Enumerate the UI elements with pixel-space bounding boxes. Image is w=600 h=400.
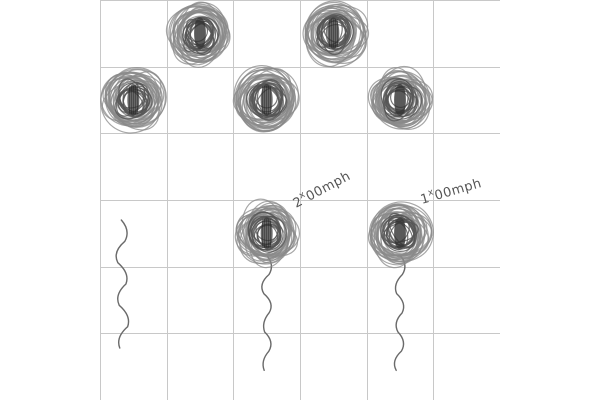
scribble-loop bbox=[107, 66, 166, 128]
scribble-loop bbox=[178, 11, 221, 59]
scribble-inner-loop bbox=[185, 18, 215, 50]
scribble-loop bbox=[180, 1, 222, 64]
speed-label-right: 1x00mph bbox=[418, 174, 483, 208]
loose-tail bbox=[115, 219, 130, 349]
scribble-loop bbox=[306, 4, 366, 64]
scribble-inner-loop bbox=[387, 215, 415, 249]
scribble-loop bbox=[104, 76, 163, 125]
scribble-loop bbox=[172, 11, 231, 57]
scribble-loop bbox=[234, 68, 295, 128]
pieces-layer bbox=[100, 0, 441, 274]
piece-tail bbox=[261, 254, 273, 372]
scribble-inner-loop bbox=[251, 80, 287, 116]
scribble-loop bbox=[304, 13, 367, 59]
scribble-inner-loop bbox=[250, 215, 281, 246]
scribble-loop bbox=[104, 68, 167, 128]
scribble-piece[interactable] bbox=[228, 195, 307, 274]
scribble-inner-loop bbox=[249, 215, 280, 247]
scribble-inner-loop bbox=[185, 21, 213, 48]
scribble-piece[interactable] bbox=[294, 0, 377, 78]
scribble-loop bbox=[172, 5, 224, 62]
scribble-inner-loop bbox=[256, 84, 282, 118]
scribble-loop bbox=[100, 71, 160, 127]
speed-label-left: 2x00mph bbox=[290, 167, 353, 211]
game-board: 2x00mph 1x00mph bbox=[100, 0, 500, 400]
scribble-loop bbox=[245, 200, 290, 260]
scribble-loop bbox=[311, 3, 362, 63]
scribble-inner-loop bbox=[184, 22, 212, 50]
scribble-loop bbox=[371, 78, 434, 123]
scribble-piece[interactable] bbox=[227, 57, 310, 142]
scribble-loop bbox=[372, 205, 432, 254]
scribble-loop bbox=[237, 73, 291, 127]
scribble-piece[interactable] bbox=[360, 194, 441, 270]
scribble-loop bbox=[112, 71, 162, 125]
scribble-inner-loop bbox=[318, 15, 354, 51]
piece-tail bbox=[393, 254, 406, 372]
scribble-inner-loop bbox=[248, 85, 281, 120]
scribble-loop bbox=[380, 212, 428, 256]
scribble-piece[interactable] bbox=[100, 62, 173, 141]
scribble-loop bbox=[371, 211, 429, 263]
scribble-inner-loop bbox=[388, 218, 416, 249]
scribble-inner-loop bbox=[250, 82, 284, 115]
scribble-inner-loop bbox=[387, 89, 411, 113]
scribble-piece[interactable] bbox=[361, 61, 440, 139]
scribble-loop bbox=[302, 9, 363, 60]
scribble-piece[interactable] bbox=[157, 0, 238, 74]
scribble-inner-loop bbox=[117, 86, 147, 114]
tails-layer bbox=[115, 219, 406, 372]
scribble-inner-loop bbox=[382, 84, 412, 114]
scribble-inner-loop bbox=[122, 89, 148, 115]
board-grid bbox=[100, 0, 500, 400]
